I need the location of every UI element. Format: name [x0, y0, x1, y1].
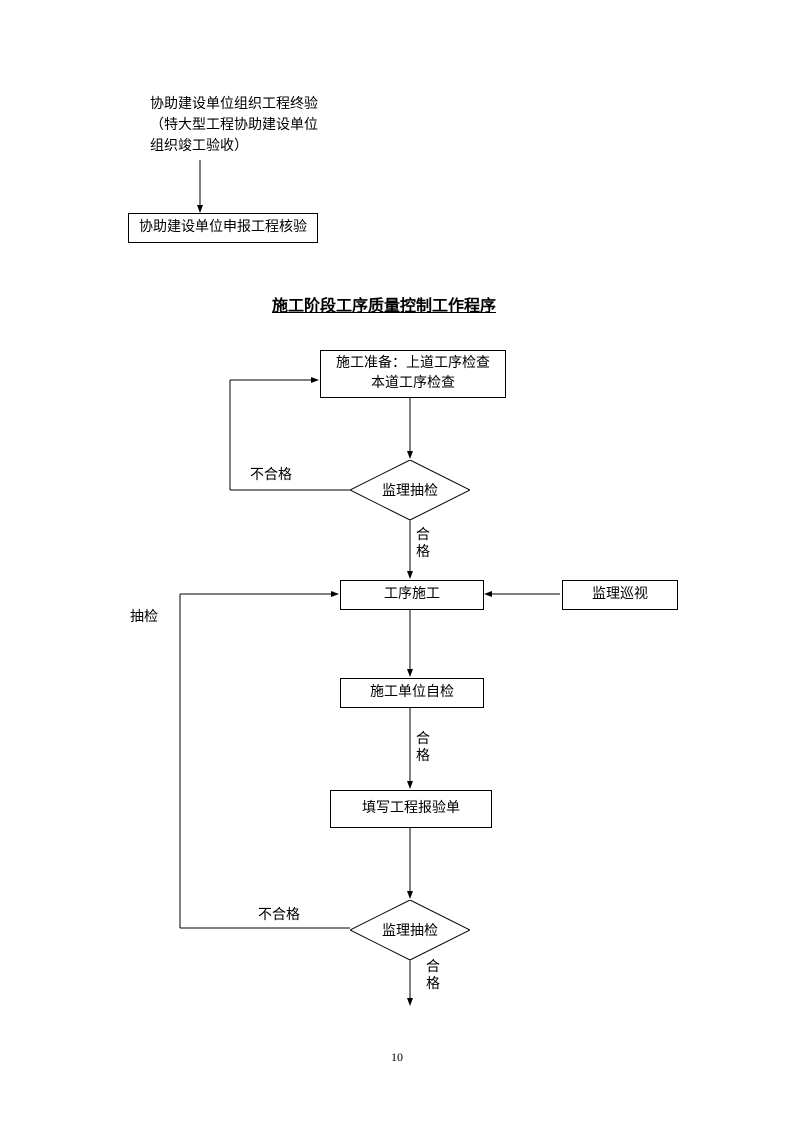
node-prepare-line2: 本道工序检查	[336, 374, 490, 394]
top-box-text: 协助建设单位申报工程核验	[139, 218, 307, 238]
node-selfcheck: 施工单位自检	[340, 678, 484, 708]
label-qualified-2: 合格	[416, 732, 432, 766]
node-patrol: 监理巡视	[562, 580, 678, 610]
node-diamond-inspect2: 监理抽检	[350, 900, 470, 960]
node-patrol-text: 监理巡视	[592, 585, 648, 605]
node-prepare: 施工准备：上道工序检查 本道工序检查	[320, 350, 506, 398]
node-diamond-inspect1: 监理抽检	[350, 460, 470, 520]
node-construct: 工序施工	[340, 580, 484, 610]
label-unqualified-1: 不合格	[250, 464, 292, 484]
label-qualified-1: 合格	[416, 528, 432, 562]
diamond2-text: 监理抽检	[382, 920, 438, 940]
top-box: 协助建设单位申报工程核验	[128, 213, 318, 243]
label-unqualified-2: 不合格	[258, 904, 300, 924]
label-sampling: 抽检	[130, 606, 158, 626]
node-construct-text: 工序施工	[384, 585, 440, 605]
label-qualified-3: 合格	[426, 960, 442, 994]
node-fillform-text: 填写工程报验单	[362, 799, 460, 819]
node-fillform: 填写工程报验单	[330, 790, 492, 828]
page-number: 10	[391, 1050, 403, 1065]
flowchart-title: 施工阶段工序质量控制工作程序	[272, 292, 496, 316]
diamond1-text: 监理抽检	[382, 480, 438, 500]
node-selfcheck-text: 施工单位自检	[370, 683, 454, 703]
node-prepare-line1: 施工准备：上道工序检查	[336, 354, 490, 374]
